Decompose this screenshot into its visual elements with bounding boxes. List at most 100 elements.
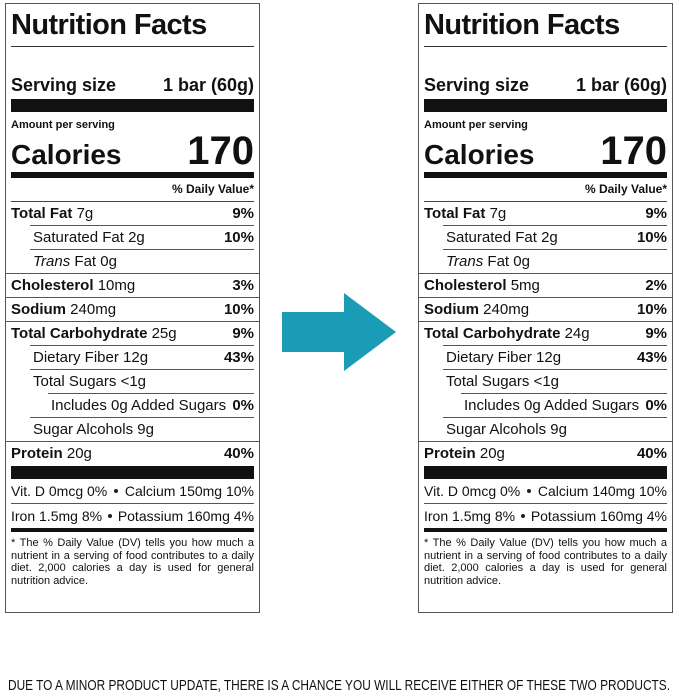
vitamin-row: Vit. D 0mcg 0% Calcium 150mg 10% xyxy=(11,479,254,504)
row-rule xyxy=(6,441,259,442)
caption-box: DUE TO A MINOR PRODUCT UPDATE, THERE IS … xyxy=(8,677,670,694)
calories-row: Calories 170 xyxy=(11,129,254,173)
separator-thick xyxy=(11,99,254,112)
nutrient-name: Sodium xyxy=(11,301,66,318)
bullet xyxy=(520,514,525,518)
daily-value: 10% xyxy=(636,229,667,246)
daily-value-header: % Daily Value* xyxy=(11,178,254,202)
vitamin: Vit. D 0mcg 0% xyxy=(11,483,108,499)
nutrient-row: Total Fat 7g 9% xyxy=(424,202,667,226)
row-rule xyxy=(443,345,667,346)
serving-size: Serving size 1 bar (60g) xyxy=(424,71,667,99)
nutrient-row: Total Sugars <1g xyxy=(11,370,254,394)
label-title: Nutrition Facts xyxy=(424,4,667,47)
row-rule xyxy=(461,393,667,394)
row-rule xyxy=(30,249,254,250)
nutrient-row: Total Carbohydrate 24g 9% xyxy=(424,322,667,346)
nutrient-name: Includes 0g Added Sugars xyxy=(464,397,640,414)
nutrient: Total Carbohydrate 25g xyxy=(11,322,177,346)
nutrient-amount: <1g xyxy=(120,373,147,390)
nutrient: Saturated Fat 2g xyxy=(33,226,145,250)
separator-medium xyxy=(424,172,667,178)
nutrient-name: Total Carbohydrate xyxy=(11,325,148,342)
nutrient-name: Sugar Alcohols xyxy=(33,421,134,438)
nutrient: Dietary Fiber 12g xyxy=(446,346,561,370)
nutrient: Total Sugars <1g xyxy=(33,370,146,394)
separator-thick xyxy=(424,466,667,479)
row-rule xyxy=(419,273,672,274)
nutrient: Total Fat 7g xyxy=(424,202,506,226)
row-rule xyxy=(419,297,672,298)
nutrient-row: Sugar Alcohols 9g xyxy=(419,418,672,442)
calories-label: Calories xyxy=(424,139,535,170)
row-rule xyxy=(443,369,667,370)
nutrient-row: Trans Fat 0g xyxy=(6,250,259,274)
nutrient-row: Protein 20g 40% xyxy=(11,442,254,466)
nutrient-amount: 240mg xyxy=(483,301,530,318)
daily-value: 9% xyxy=(232,205,254,222)
row-rule xyxy=(443,417,667,418)
amount-per-serving: Amount per serving xyxy=(424,119,528,131)
nutrient-amount: 20g xyxy=(66,445,92,462)
vitamin: Vit. D 0mcg 0% xyxy=(424,483,521,499)
nutrient-amount: 7g xyxy=(489,205,507,222)
nutrient-name-italic: Trans xyxy=(33,253,71,270)
row-rule xyxy=(419,441,672,442)
nutrient-row: Dietary Fiber 12g 43% xyxy=(11,346,254,370)
nutrient-name: Fat xyxy=(74,253,97,270)
nutrient: Total Sugars <1g xyxy=(446,370,559,394)
nutrient-amount: 25g xyxy=(151,325,177,342)
nutrient-row: Cholesterol 10mg 3% xyxy=(6,274,259,298)
amount-per-serving: Amount per serving xyxy=(11,119,115,131)
serving-amount: 1 bar (60g) xyxy=(162,75,254,95)
nutrient-row: Total Sugars <1g xyxy=(424,370,667,394)
nutrient: Includes 0g Added Sugars xyxy=(464,394,639,418)
row-rule xyxy=(48,393,254,394)
daily-value: 2% xyxy=(645,277,667,294)
label-title: Nutrition Facts xyxy=(11,4,254,47)
row-rule xyxy=(30,225,254,226)
bullet xyxy=(527,489,532,493)
nutrient-name: Saturated Fat xyxy=(446,229,537,246)
nutrient: Sugar Alcohols 9g xyxy=(33,418,154,442)
nutrient-amount: 240mg xyxy=(70,301,117,318)
nutrient-amount: 2g xyxy=(541,229,558,246)
nutrient-name: Dietary Fiber xyxy=(446,349,532,366)
serving-label: Serving size xyxy=(424,75,530,95)
nutrient: Protein 20g xyxy=(11,442,92,466)
nutrient-name: Sodium xyxy=(424,301,479,318)
row-rule xyxy=(419,321,672,322)
row-rule xyxy=(6,297,259,298)
nutrient-name: Fat xyxy=(487,253,510,270)
vitamin-row: Iron 1.5mg 8% Potassium 160mg 4% xyxy=(424,504,667,528)
nutrient: Total Fat 7g xyxy=(11,202,93,226)
nutrient: Trans Fat 0g xyxy=(446,250,530,274)
nutrient-amount: 12g xyxy=(536,349,562,366)
daily-value: 9% xyxy=(232,325,254,342)
nutrient-amount: 9g xyxy=(550,421,567,438)
serving-size: Serving size 1 bar (60g) xyxy=(11,71,254,99)
bullet xyxy=(114,489,119,493)
nutrient-amount: 0g xyxy=(513,253,530,270)
vitamin: Calcium 140mg 10% xyxy=(537,483,667,499)
nutrient-row: Total Fat 7g 9% xyxy=(11,202,254,226)
caption: DUE TO A MINOR PRODUCT UPDATE, THERE IS … xyxy=(8,677,670,694)
nutrient-row: Sugar Alcohols 9g xyxy=(6,418,259,442)
nutrient: Sugar Alcohols 9g xyxy=(446,418,567,442)
nutrient-row: Saturated Fat 2g 10% xyxy=(424,226,667,250)
vitamin: Potassium 160mg 4% xyxy=(530,508,667,524)
nutrient-row: Trans Fat 0g xyxy=(419,250,672,274)
nutrient: Saturated Fat 2g xyxy=(446,226,558,250)
nutrient-amount: <1g xyxy=(533,373,560,390)
nutrient-row: Sodium 240mg 10% xyxy=(419,298,672,322)
nutrient-name: Total Fat xyxy=(11,205,73,222)
nutrient-name: Cholesterol xyxy=(424,277,507,294)
vitamin-row: Iron 1.5mg 8% Potassium 160mg 4% xyxy=(11,504,254,528)
calories-value: 170 xyxy=(187,129,254,173)
calories-value: 170 xyxy=(600,129,667,173)
separator-thin xyxy=(11,528,254,532)
daily-value: 10% xyxy=(223,229,254,246)
nutrient-name: Total Sugars xyxy=(33,373,117,390)
nutrient-amount: 9g xyxy=(137,421,154,438)
daily-value: 0% xyxy=(232,397,254,414)
